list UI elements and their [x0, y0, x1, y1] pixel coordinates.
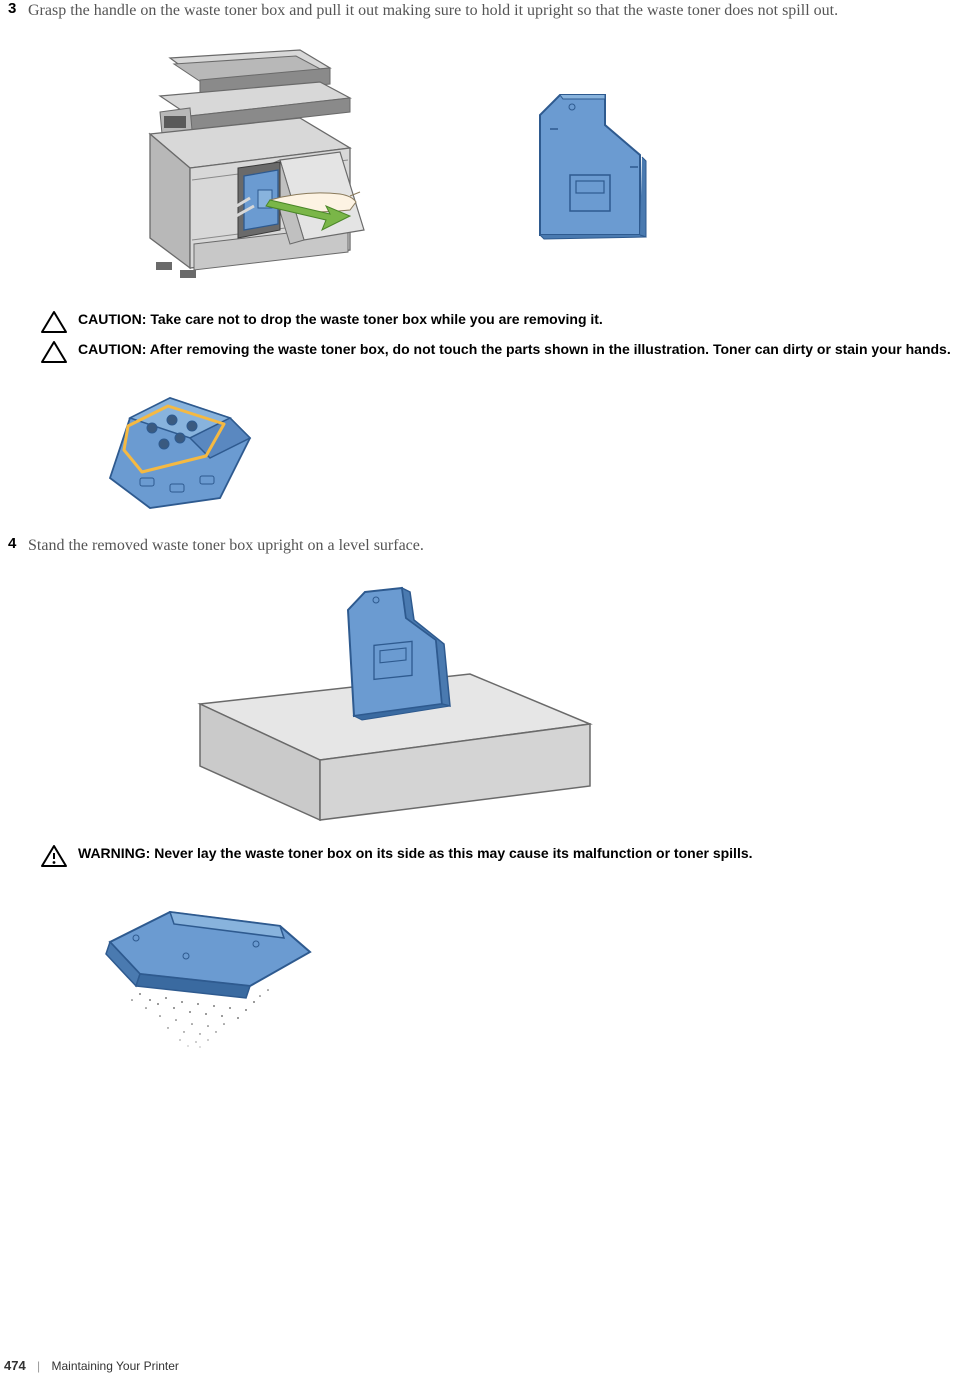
- warning-1: WARNING: Never lay the waste toner box o…: [40, 844, 958, 868]
- warning-text: WARNING: Never lay the waste toner box o…: [78, 844, 958, 863]
- warning-body: Never lay the waste toner box on its sid…: [150, 845, 752, 861]
- illustration-printer-and-box: [130, 40, 958, 300]
- caution-1: CAUTION: Take care not to drop the waste…: [40, 310, 958, 334]
- wastebox-illustration: [510, 85, 660, 255]
- illustration-wastebox-parts: [80, 378, 958, 523]
- caution-label: CAUTION:: [78, 341, 146, 357]
- page-number: 474: [4, 1358, 26, 1373]
- step-text: Stand the removed waste toner box uprigh…: [28, 535, 958, 557]
- warning-label: WARNING:: [78, 845, 150, 861]
- illustration-wastebox-side: [80, 882, 958, 1057]
- caution-text: CAUTION: After removing the waste toner …: [78, 340, 958, 359]
- printer-illustration: [130, 40, 370, 300]
- caution-body: Take care not to drop the waste toner bo…: [146, 311, 602, 327]
- footer-separator: |: [37, 1359, 40, 1373]
- step-text: Grasp the handle on the waste toner box …: [28, 0, 958, 22]
- step-number: 4: [0, 535, 28, 552]
- page-footer: 474 | Maintaining Your Printer: [4, 1358, 179, 1373]
- caution-icon: [40, 310, 68, 334]
- caution-label: CAUTION:: [78, 311, 146, 327]
- warning-icon: [40, 844, 68, 868]
- caution-icon: [40, 340, 68, 364]
- caution-text: CAUTION: Take care not to drop the waste…: [78, 310, 958, 329]
- caution-body: After removing the waste toner box, do n…: [146, 341, 950, 357]
- step-number: 3: [0, 0, 28, 17]
- footer-section: Maintaining Your Printer: [52, 1359, 179, 1373]
- caution-2: CAUTION: After removing the waste toner …: [40, 340, 958, 364]
- illustration-wastebox-on-surface: [190, 574, 958, 834]
